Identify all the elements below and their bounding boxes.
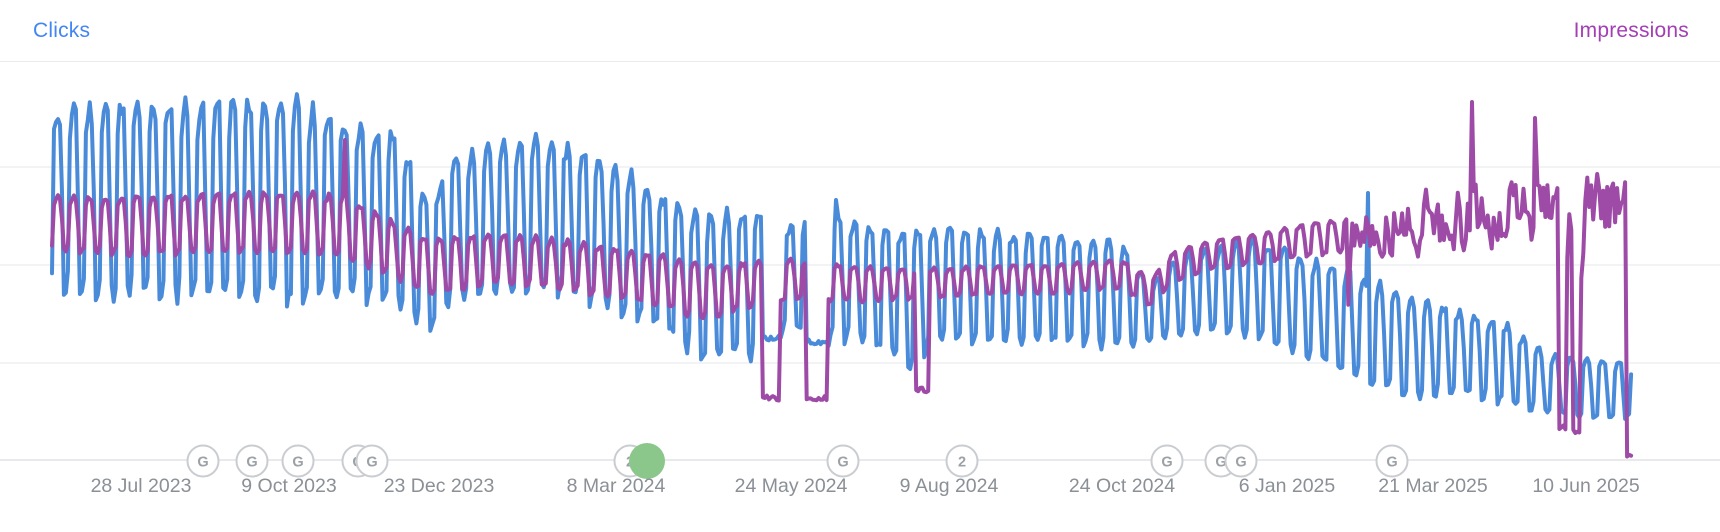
event-badge-glyph: G — [246, 455, 257, 471]
x-axis-tick-label: 21 Mar 2025 — [1378, 475, 1488, 497]
event-badge[interactable]: G — [235, 444, 269, 478]
series-lines — [50, 92, 1634, 459]
event-badge[interactable]: G — [826, 444, 860, 478]
selected-event-dot[interactable] — [629, 443, 665, 479]
event-badges: GGGGG2G2GGGG — [186, 443, 1409, 479]
x-axis-tick-label: 28 Jul 2023 — [91, 475, 192, 497]
event-badge-glyph: G — [197, 455, 208, 471]
event-badge-circle[interactable] — [186, 444, 220, 478]
event-badge-glyph: G — [292, 455, 303, 471]
event-badge-circle[interactable] — [1224, 444, 1258, 478]
x-axis-tick-label: 23 Dec 2023 — [384, 475, 495, 497]
event-badge-circle[interactable] — [826, 444, 860, 478]
event-badge[interactable]: G — [1150, 444, 1184, 478]
chart-header: Clicks Impressions — [0, 0, 1720, 62]
event-badge-circle[interactable] — [945, 444, 979, 478]
event-badge-circle[interactable] — [1375, 444, 1409, 478]
event-badge[interactable]: G — [281, 444, 315, 478]
event-badge-glyph: 2 — [958, 455, 966, 471]
x-axis-tick-label: 10 Jun 2025 — [1532, 475, 1640, 497]
x-axis-tick-label: 9 Oct 2023 — [241, 475, 336, 497]
event-badge-glyph: G — [1161, 455, 1172, 471]
x-axis-labels: 28 Jul 2023 9 Oct 2023 23 Dec 2023 8 Mar 20… — [91, 475, 1640, 497]
event-badge-glyph: G — [366, 455, 377, 471]
event-badge[interactable]: G — [1375, 444, 1409, 478]
event-badge-glyph: G — [1215, 455, 1226, 471]
event-badge-circle[interactable] — [281, 444, 315, 478]
impressions-metric-toggle[interactable]: Impressions — [1573, 18, 1689, 42]
event-badge[interactable]: G — [186, 444, 220, 478]
event-badge-circle[interactable] — [1150, 444, 1184, 478]
x-axis-tick-label: 6 Jan 2025 — [1239, 475, 1336, 497]
event-badge-circle[interactable] — [355, 444, 389, 478]
event-badge-circle[interactable] — [235, 444, 269, 478]
x-axis-tick-label: 24 May 2024 — [735, 475, 848, 497]
x-axis-tick-label: 9 Aug 2024 — [900, 475, 999, 497]
event-badge[interactable]: G — [355, 444, 389, 478]
event-badge-glyph: G — [1386, 455, 1397, 471]
event-badge[interactable]: 2 — [945, 444, 979, 478]
event-badge-glyph: G — [1235, 455, 1246, 471]
event-badge[interactable]: G — [1224, 444, 1258, 478]
event-badge-glyph: G — [837, 455, 848, 471]
clicks-metric-toggle[interactable]: Clicks — [33, 18, 91, 42]
x-axis-tick-label: 8 Mar 2024 — [567, 475, 666, 497]
series-line-clicks[interactable] — [50, 92, 1634, 421]
x-axis-tick-label: 24 Oct 2024 — [1069, 475, 1175, 497]
series-line-impressions[interactable] — [50, 100, 1634, 459]
